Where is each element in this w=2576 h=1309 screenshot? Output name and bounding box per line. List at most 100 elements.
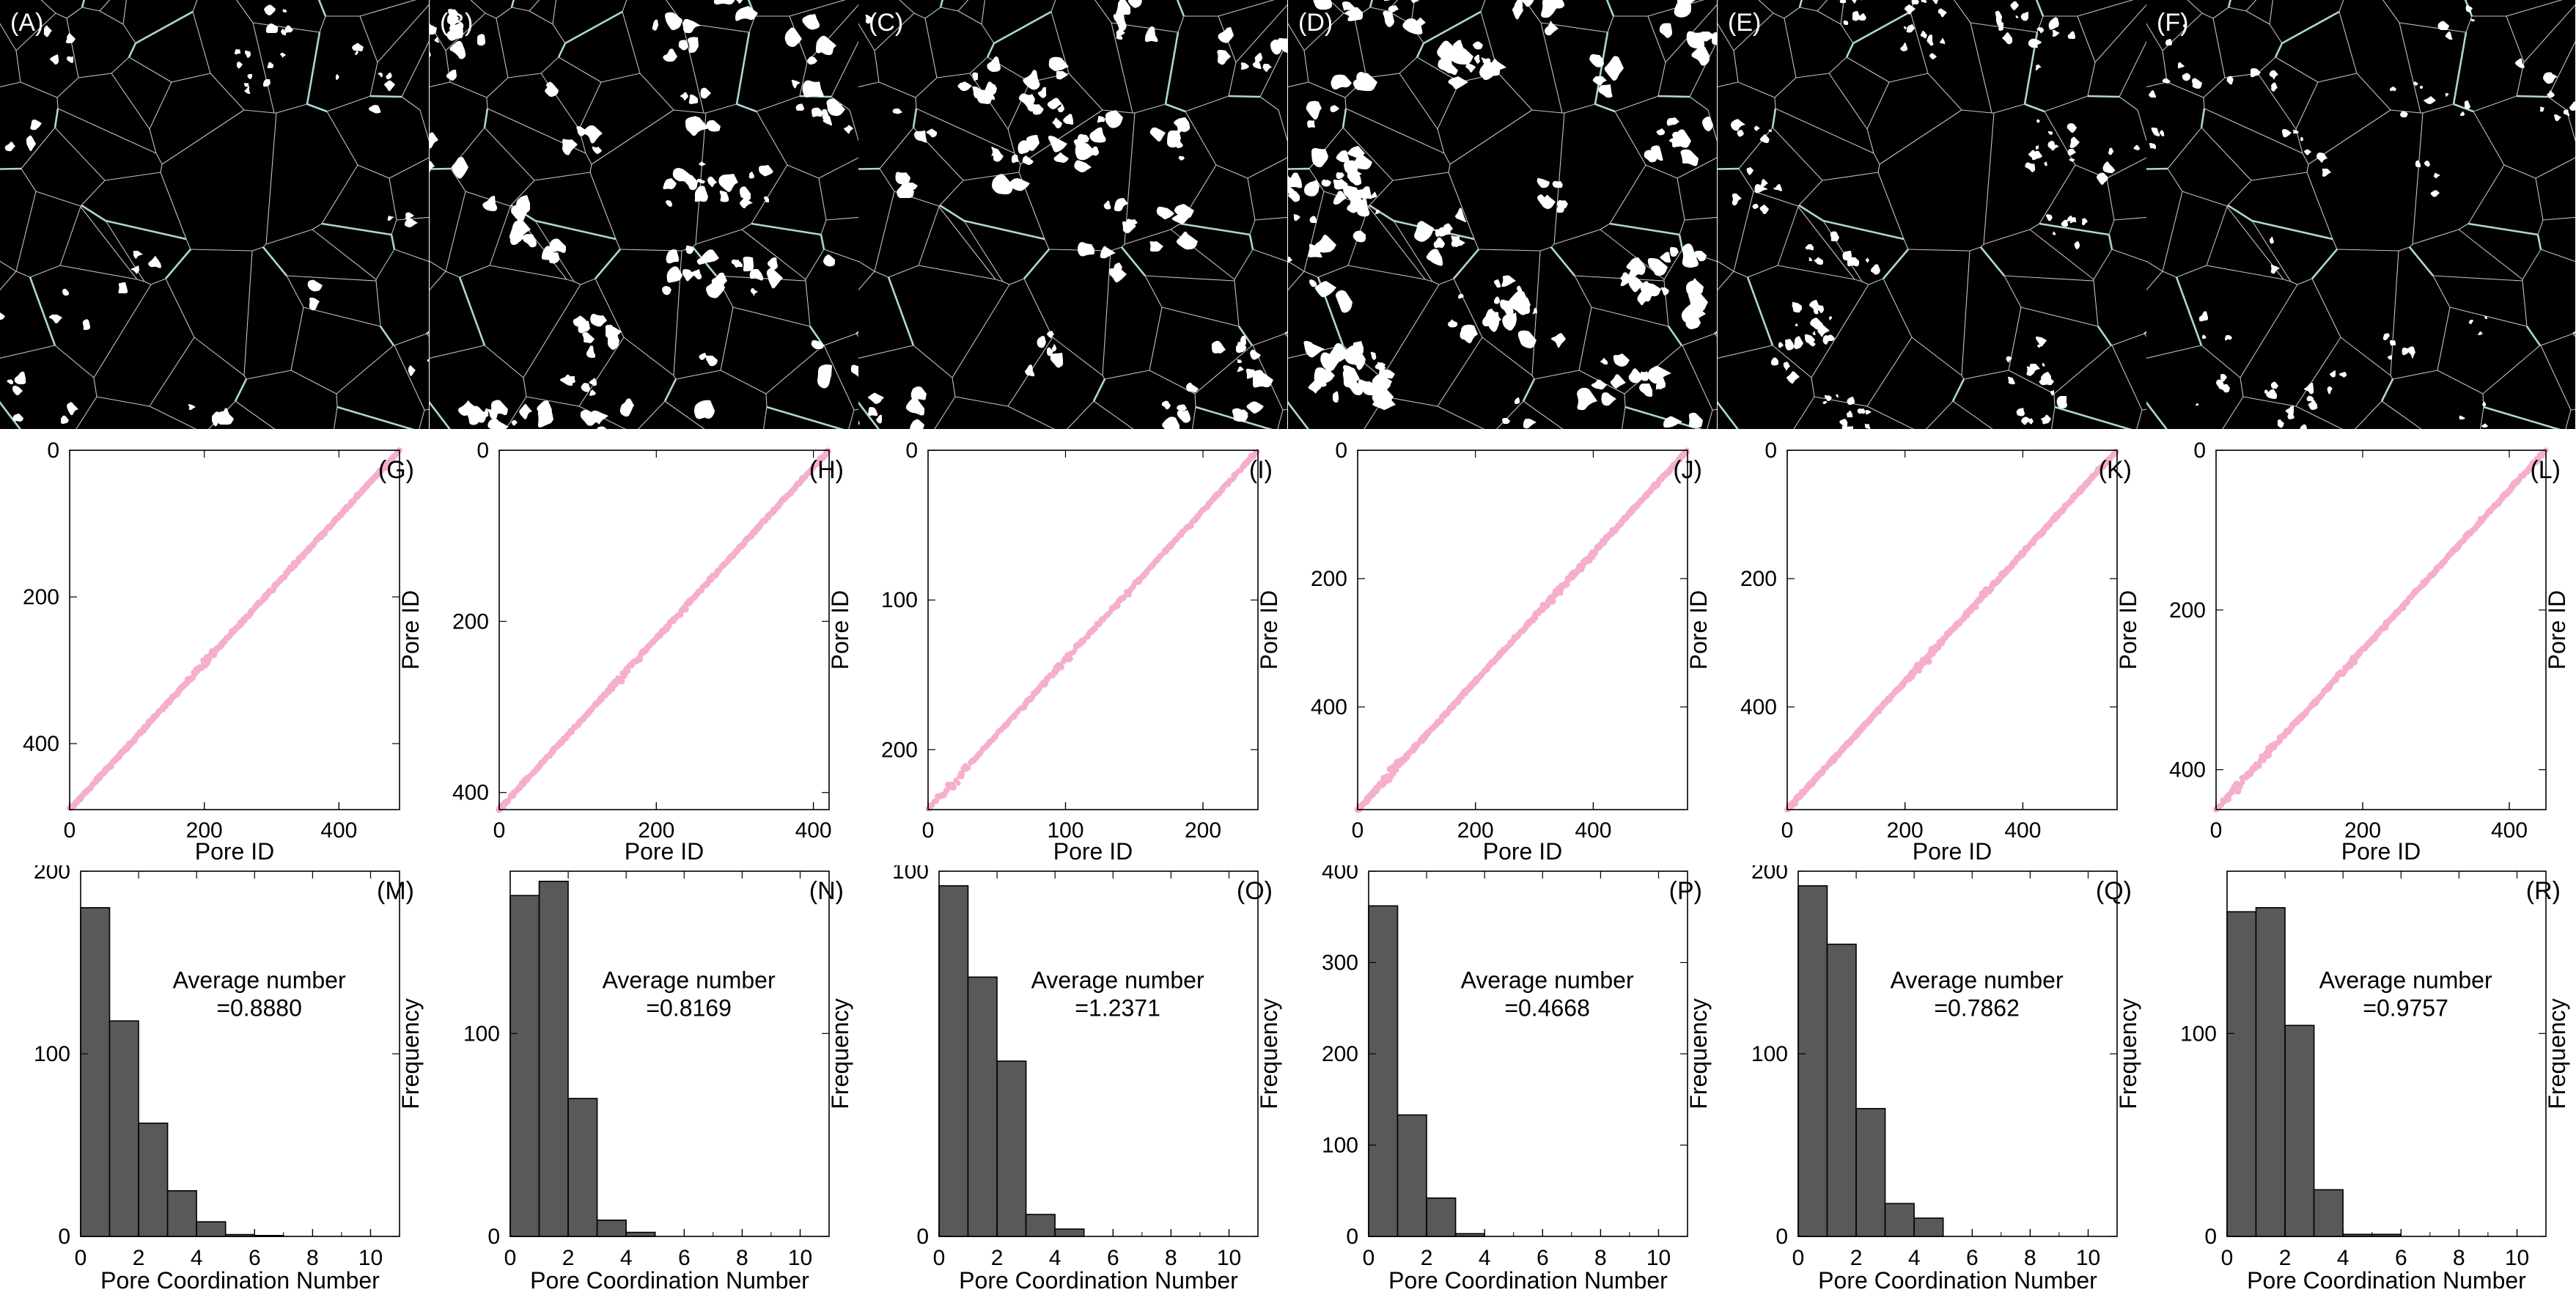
- svg-text:(C): (C): [869, 9, 903, 37]
- svg-text:200: 200: [881, 738, 918, 762]
- svg-text:100: 100: [463, 1022, 500, 1046]
- svg-text:(A): (A): [10, 9, 43, 37]
- svg-text:400: 400: [2169, 758, 2206, 782]
- svg-text:Pore ID: Pore ID: [625, 838, 704, 862]
- svg-text:=0.7862: =0.7862: [1934, 994, 2020, 1021]
- svg-text:0: 0: [1363, 1246, 1375, 1270]
- svg-text:Pore ID: Pore ID: [1913, 838, 1992, 862]
- svg-text:200: 200: [1740, 567, 1777, 591]
- svg-text:(E): (E): [1728, 9, 1761, 37]
- svg-text:100: 100: [2180, 1022, 2217, 1046]
- svg-text:Average number: Average number: [603, 967, 776, 993]
- svg-text:400: 400: [2004, 818, 2041, 843]
- svg-text:Frequency: Frequency: [2544, 998, 2570, 1109]
- svg-text:0: 0: [2210, 818, 2223, 843]
- svg-text:(R): (R): [2526, 877, 2561, 905]
- svg-text:400: 400: [452, 781, 489, 805]
- svg-text:300: 300: [1322, 951, 1358, 975]
- svg-text:(M): (M): [377, 877, 414, 905]
- svg-text:200: 200: [2169, 598, 2206, 623]
- svg-text:Average number: Average number: [1031, 967, 1204, 993]
- svg-text:0: 0: [493, 818, 506, 843]
- svg-text:Pore Coordination Number: Pore Coordination Number: [2247, 1267, 2526, 1294]
- svg-text:Pore ID: Pore ID: [1053, 838, 1133, 862]
- svg-text:200: 200: [452, 609, 489, 634]
- svg-text:0: 0: [47, 439, 59, 463]
- svg-text:Pore ID: Pore ID: [2544, 590, 2570, 670]
- svg-text:Frequency: Frequency: [827, 998, 853, 1109]
- svg-text:0: 0: [2193, 439, 2206, 463]
- svg-text:Pore ID: Pore ID: [195, 838, 274, 862]
- svg-text:0: 0: [905, 439, 918, 463]
- svg-text:(P): (P): [1669, 877, 1702, 905]
- svg-text:400: 400: [1322, 865, 1358, 884]
- svg-text:Pore Coordination Number: Pore Coordination Number: [1388, 1267, 1668, 1294]
- svg-text:200: 200: [1322, 1042, 1358, 1066]
- svg-text:Pore ID: Pore ID: [1483, 838, 1562, 862]
- svg-text:Pore ID: Pore ID: [1256, 590, 1282, 670]
- svg-text:(F): (F): [2157, 9, 2188, 37]
- svg-text:400: 400: [795, 818, 832, 843]
- svg-text:0: 0: [64, 818, 76, 843]
- svg-text:400: 400: [1311, 695, 1347, 719]
- svg-text:0: 0: [2221, 1246, 2234, 1270]
- svg-text:400: 400: [23, 732, 59, 756]
- svg-text:0: 0: [58, 1225, 70, 1249]
- svg-text:0: 0: [1352, 818, 1364, 843]
- svg-text:0: 0: [75, 1246, 87, 1270]
- svg-text:Pore ID: Pore ID: [2341, 838, 2421, 862]
- svg-text:0: 0: [1781, 818, 1794, 843]
- svg-text:(B): (B): [440, 9, 473, 37]
- svg-text:(N): (N): [809, 877, 844, 905]
- svg-text:Average number: Average number: [173, 967, 346, 993]
- svg-text:(K): (K): [2099, 456, 2132, 484]
- svg-text:0: 0: [476, 439, 489, 463]
- svg-text:0: 0: [916, 1225, 929, 1249]
- svg-text:0: 0: [487, 1225, 500, 1249]
- svg-text:Frequency: Frequency: [397, 998, 424, 1109]
- svg-text:(L): (L): [2530, 456, 2561, 484]
- svg-text:Average number: Average number: [2319, 967, 2492, 993]
- svg-text:200: 200: [34, 865, 70, 884]
- svg-text:Pore ID: Pore ID: [397, 590, 424, 670]
- svg-text:(I): (I): [1249, 456, 1273, 484]
- svg-text:=1.2371: =1.2371: [1075, 994, 1160, 1021]
- svg-text:Pore Coordination Number: Pore Coordination Number: [530, 1267, 809, 1294]
- svg-text:(D): (D): [1298, 9, 1333, 37]
- svg-text:Pore Coordination Number: Pore Coordination Number: [959, 1267, 1238, 1294]
- svg-text:=0.8169: =0.8169: [646, 994, 732, 1021]
- svg-text:0: 0: [1764, 439, 1777, 463]
- svg-text:=0.4668: =0.4668: [1504, 994, 1590, 1021]
- svg-text:Frequency: Frequency: [1685, 998, 1712, 1109]
- svg-text:=0.9757: =0.9757: [2363, 994, 2448, 1021]
- svg-text:(O): (O): [1237, 877, 1273, 905]
- svg-text:400: 400: [1575, 818, 1611, 843]
- svg-text:(H): (H): [809, 456, 844, 484]
- svg-text:0: 0: [933, 1246, 946, 1270]
- svg-text:Pore ID: Pore ID: [1685, 590, 1712, 670]
- svg-text:0: 0: [922, 818, 935, 843]
- svg-text:400: 400: [1740, 695, 1777, 719]
- svg-text:100: 100: [892, 865, 929, 884]
- svg-text:100: 100: [1751, 1042, 1788, 1066]
- svg-text:=0.8880: =0.8880: [216, 994, 302, 1021]
- svg-text:Frequency: Frequency: [2115, 998, 2141, 1109]
- svg-text:400: 400: [2491, 818, 2528, 843]
- svg-text:100: 100: [881, 588, 918, 612]
- svg-text:0: 0: [1775, 1225, 1788, 1249]
- svg-text:Average number: Average number: [1461, 967, 1634, 993]
- svg-text:Pore ID: Pore ID: [827, 590, 853, 670]
- svg-text:200: 200: [1185, 818, 1221, 843]
- svg-text:0: 0: [1346, 1225, 1358, 1249]
- svg-text:0: 0: [1335, 439, 1347, 463]
- svg-text:Average number: Average number: [1891, 967, 2064, 993]
- svg-text:Pore Coordination Number: Pore Coordination Number: [1818, 1267, 2097, 1294]
- svg-text:0: 0: [1792, 1246, 1805, 1270]
- svg-text:Pore ID: Pore ID: [2115, 590, 2141, 670]
- svg-text:200: 200: [23, 585, 59, 609]
- svg-text:0: 0: [504, 1246, 517, 1270]
- svg-text:Frequency: Frequency: [1256, 998, 1282, 1109]
- svg-text:400: 400: [320, 818, 357, 843]
- svg-text:(Q): (Q): [2096, 877, 2132, 905]
- svg-text:(J): (J): [1673, 456, 1702, 484]
